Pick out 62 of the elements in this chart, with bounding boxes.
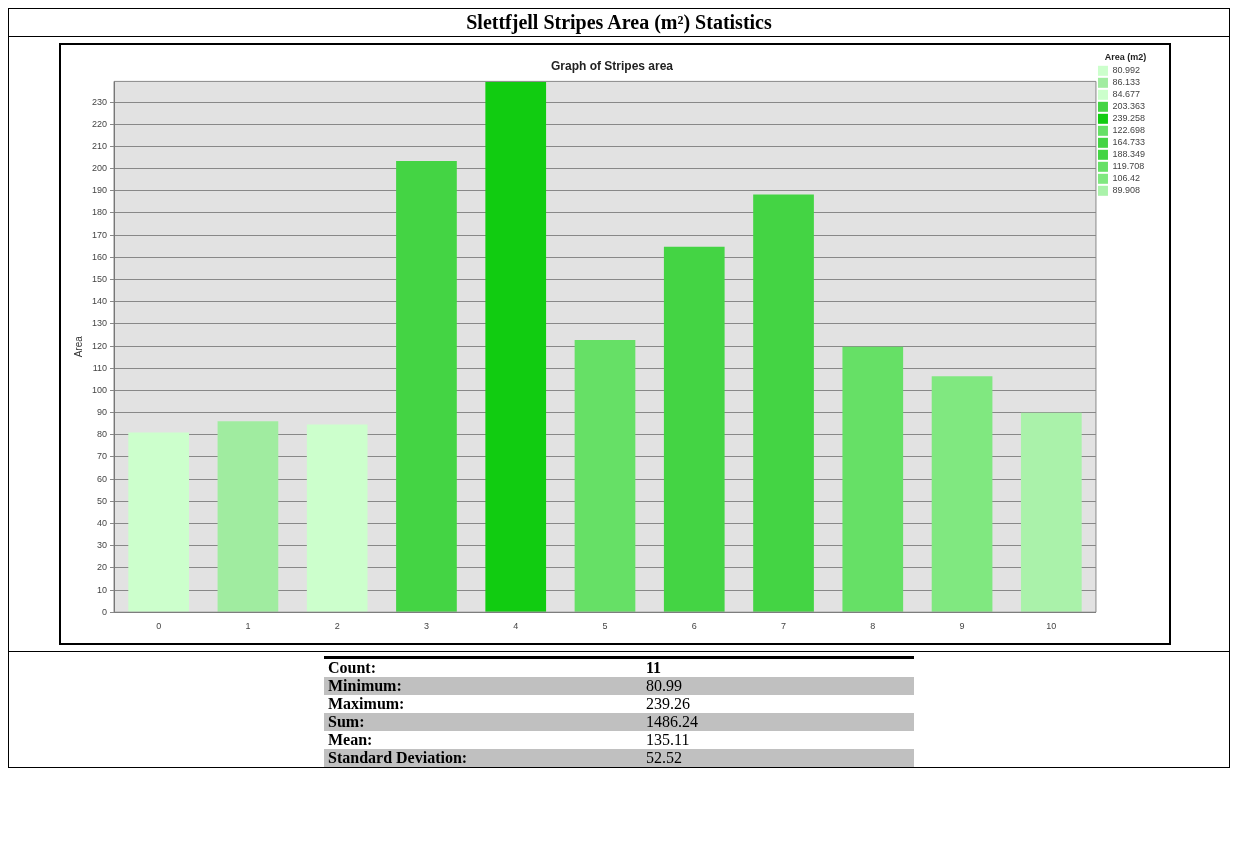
x-tick-label: 4 <box>513 621 519 632</box>
text: 239.26 <box>645 695 691 713</box>
y-tick-label: 210 <box>91 140 108 151</box>
legend-label: 239.258 <box>1112 113 1146 124</box>
legend-label: 119.708 <box>1112 161 1145 172</box>
x-tick-label: 10 <box>1046 621 1057 632</box>
y-tick-label: 130 <box>91 318 108 329</box>
y-tick-label: 140 <box>91 296 108 307</box>
text: Sum: <box>327 713 366 731</box>
y-tick-label: 40 <box>97 517 108 528</box>
chart-subtitle: Slettfjell Stripes Area (m²) Statistics <box>9 9 1229 37</box>
text: Count: <box>327 658 377 677</box>
y-tick-label: 170 <box>91 229 108 240</box>
x-tick-label: 0 <box>156 621 162 632</box>
x-tick-label: 8 <box>870 621 876 632</box>
y-tick-label: 0 <box>102 606 108 617</box>
x-tick-label: 2 <box>334 621 340 632</box>
y-tick-label: 100 <box>91 384 108 395</box>
y-tick-label: 50 <box>97 495 108 506</box>
y-tick-label: 80 <box>97 429 108 440</box>
y-tick-label: 110 <box>92 362 108 373</box>
y-tick-label: 30 <box>97 540 108 551</box>
y-tick-label: 200 <box>91 163 108 174</box>
y-tick-label: 70 <box>97 451 108 462</box>
text: 11 <box>645 658 663 677</box>
text: 80.99 <box>645 677 683 695</box>
text: 52.52 <box>645 749 683 767</box>
y-tick-label: 150 <box>91 273 108 284</box>
legend-label: 80.992 <box>1112 65 1140 76</box>
y-tick-label: 160 <box>91 251 108 262</box>
legend-label: 86.133 <box>1112 77 1140 88</box>
x-tick-label: 3 <box>423 621 429 632</box>
legend-label: 106.42 <box>1112 173 1140 184</box>
y-tick-label: 20 <box>97 562 108 573</box>
legend-label: 164.733 <box>1112 137 1146 148</box>
y-tick-label: 90 <box>97 407 108 418</box>
y-tick-label: 60 <box>97 473 108 484</box>
y-tick-label: 220 <box>91 118 108 129</box>
y-axis-title: Area <box>72 335 84 358</box>
legend-label: 122.698 <box>1112 125 1146 136</box>
text: Standard Deviation: <box>327 749 469 767</box>
y-tick-label: 230 <box>91 96 108 107</box>
text: Mean: <box>327 731 374 749</box>
legend-label: 89.908 <box>1112 185 1140 196</box>
legend-label: 203.363 <box>1112 101 1146 112</box>
y-tick-label: 10 <box>97 584 108 595</box>
text: Maximum: <box>327 695 406 713</box>
y-tick-label: 190 <box>91 185 108 196</box>
x-tick-label: 7 <box>781 621 787 632</box>
chart-title: Graph of Stripes area <box>550 58 674 73</box>
x-tick-label: 5 <box>602 621 608 632</box>
legend-label: 188.349 <box>1112 149 1146 160</box>
x-tick-label: 1 <box>245 621 251 632</box>
text: 135.11 <box>645 731 691 749</box>
x-tick-label: 6 <box>691 621 697 632</box>
legend-label: 84.677 <box>1112 89 1140 100</box>
text: Minimum: <box>327 677 403 695</box>
y-tick-label: 180 <box>91 207 108 218</box>
x-tick-label: 9 <box>959 621 965 632</box>
text: 1486.24 <box>645 713 699 731</box>
y-tick-label: 120 <box>91 340 108 351</box>
legend-title: Area (m2) <box>1104 51 1147 62</box>
